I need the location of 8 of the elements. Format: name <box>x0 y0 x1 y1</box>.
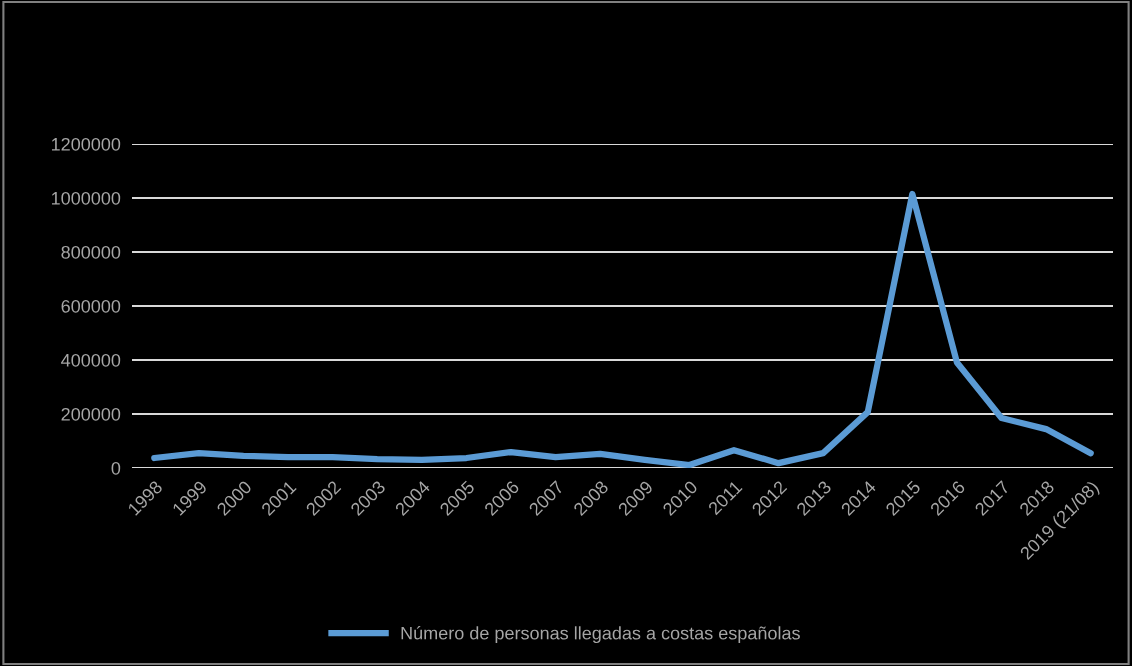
legend-label: Número de personas llegadas a costas españolas <box>401 626 800 644</box>
y-tick-label: 200000 <box>61 407 121 421</box>
y-tick-label: 1200000 <box>51 137 121 151</box>
y-tick-label: 0 <box>111 461 121 475</box>
y-tick-label: 1000000 <box>51 191 121 205</box>
y-tick-label: 600000 <box>61 299 121 313</box>
y-tick-label: 400000 <box>61 353 121 367</box>
y-tick-label: 800000 <box>61 245 121 259</box>
